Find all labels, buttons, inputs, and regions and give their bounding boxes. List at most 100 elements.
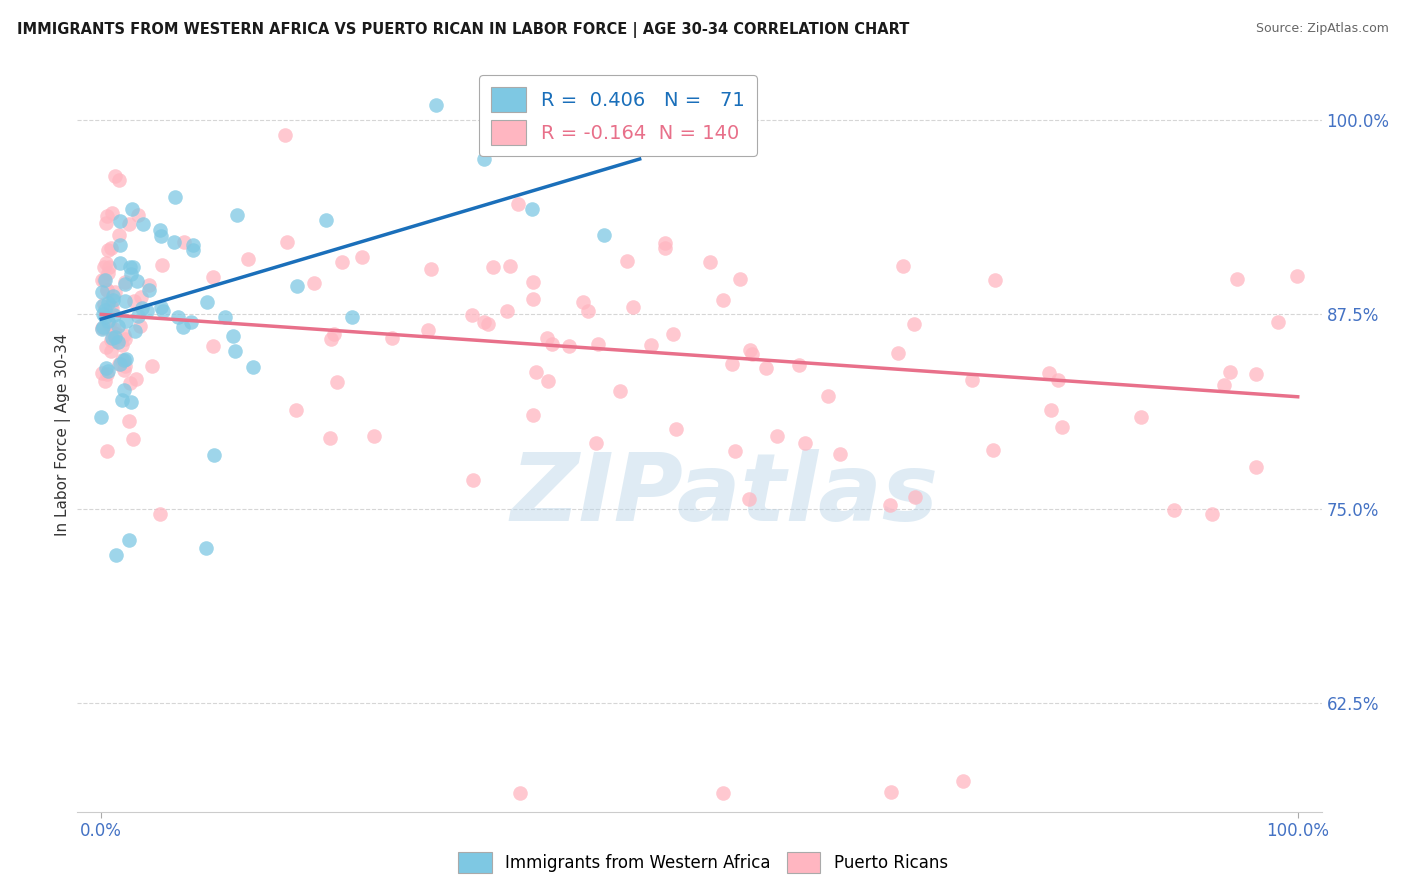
Point: [522, 293, 544, 307]
Point: [195, 294, 218, 309]
Point: [893, 259, 915, 273]
Point: [319, 332, 342, 346]
Point: [163, 235, 186, 249]
Point: [903, 490, 925, 504]
Point: [477, 317, 499, 331]
Point: [120, 395, 142, 409]
Point: [114, 363, 136, 377]
Point: [1130, 410, 1153, 425]
Point: [425, 97, 447, 112]
Point: [93, 260, 115, 274]
Point: [141, 359, 163, 374]
Point: [592, 227, 614, 242]
Point: [120, 260, 142, 274]
Point: [118, 414, 141, 428]
Point: [1267, 315, 1289, 329]
Point: [149, 222, 172, 236]
Point: [112, 328, 135, 343]
Point: [118, 218, 141, 232]
Point: [738, 492, 761, 507]
Point: [96, 367, 118, 381]
Point: [302, 277, 325, 291]
Point: [755, 360, 778, 375]
Point: [640, 338, 662, 352]
Point: [91, 307, 114, 321]
Point: [1050, 420, 1073, 434]
Point: [721, 357, 744, 371]
Point: [766, 429, 789, 443]
Point: [100, 331, 122, 345]
Point: [127, 309, 149, 323]
Point: [150, 229, 173, 244]
Point: [110, 238, 132, 252]
Point: [138, 283, 160, 297]
Point: [960, 373, 983, 387]
Point: [97, 244, 120, 258]
Point: [342, 310, 364, 324]
Point: [100, 299, 122, 313]
Point: [112, 353, 135, 368]
Point: [1163, 502, 1185, 516]
Point: [621, 300, 644, 314]
Point: [609, 384, 631, 398]
Point: [122, 293, 145, 308]
Point: [97, 266, 120, 280]
Point: [1246, 367, 1268, 381]
Point: [482, 260, 505, 274]
Point: [887, 345, 910, 359]
Point: [1038, 366, 1060, 380]
Point: [524, 365, 547, 379]
Point: [97, 314, 120, 328]
Point: [103, 293, 125, 308]
Point: [381, 331, 404, 345]
Point: [236, 252, 259, 267]
Point: [662, 326, 685, 341]
Point: [276, 235, 298, 250]
Point: [107, 334, 129, 349]
Point: [96, 283, 118, 297]
Point: [461, 308, 484, 322]
Point: [224, 344, 246, 359]
Point: [100, 301, 122, 315]
Point: [499, 259, 522, 273]
Point: [665, 421, 688, 435]
Point: [91, 321, 114, 335]
Point: [242, 360, 264, 375]
Point: [983, 273, 1005, 287]
Point: [103, 326, 125, 340]
Point: [104, 169, 127, 184]
Point: [94, 256, 117, 270]
Point: [104, 330, 127, 344]
Point: [363, 429, 385, 443]
Point: [520, 202, 543, 216]
Point: [793, 436, 815, 450]
Point: [195, 541, 218, 555]
Point: [879, 498, 901, 512]
Point: [111, 352, 134, 367]
Point: [536, 331, 558, 345]
Point: [112, 384, 135, 398]
Point: [741, 347, 763, 361]
Point: [537, 374, 560, 388]
Point: [1201, 507, 1223, 521]
Point: [115, 313, 138, 327]
Point: [94, 302, 117, 317]
Text: IMMIGRANTS FROM WESTERN AFRICA VS PUERTO RICAN IN LABOR FORCE | AGE 30-34 CORREL: IMMIGRANTS FROM WESTERN AFRICA VS PUERTO…: [17, 22, 910, 38]
Point: [1047, 373, 1070, 387]
Point: [728, 272, 751, 286]
Point: [983, 443, 1005, 458]
Point: [654, 241, 676, 255]
Point: [330, 255, 353, 269]
Point: [96, 443, 118, 458]
Point: [202, 448, 225, 462]
Point: [285, 278, 308, 293]
Point: [90, 285, 112, 299]
Point: [461, 474, 484, 488]
Point: [472, 152, 495, 166]
Text: Source: ZipAtlas.com: Source: ZipAtlas.com: [1256, 22, 1389, 36]
Point: [128, 319, 150, 334]
Point: [115, 352, 138, 367]
Point: [419, 261, 441, 276]
Point: [122, 260, 145, 274]
Point: [90, 409, 112, 424]
